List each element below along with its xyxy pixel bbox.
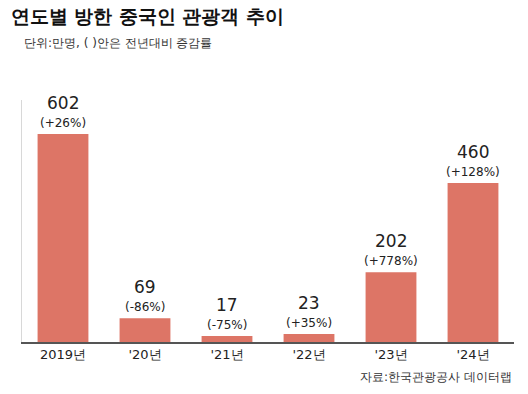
svg-text:'22년: '22년 [292,347,325,362]
svg-text:'21년: '21년 [210,347,243,362]
svg-text:(-86%): (-86%) [125,300,165,314]
svg-text:(+128%): (+128%) [446,165,500,179]
svg-text:2019년: 2019년 [40,347,86,362]
svg-text:602: 602 [47,93,79,113]
svg-text:460: 460 [457,142,489,162]
svg-text:(+778%): (+778%) [364,254,418,268]
svg-text:'20년: '20년 [128,347,161,362]
svg-text:202: 202 [375,231,407,251]
svg-text:'24년: '24년 [456,347,489,362]
svg-text:자료:한국관광공사 데이터랩: 자료:한국관광공사 데이터랩 [360,370,512,384]
svg-text:'23년: '23년 [374,347,407,362]
svg-text:(-75%): (-75%) [207,318,247,332]
svg-text:23: 23 [298,293,320,313]
svg-text:69: 69 [134,277,156,297]
svg-text:연도별 방한 중국인 관광객 추이: 연도별 방한 중국인 관광객 추이 [11,5,284,27]
svg-text:단위:만명, ( )안은 전년대비 증감률: 단위:만명, ( )안은 전년대비 증감률 [24,36,212,50]
svg-text:17: 17 [216,295,238,315]
svg-text:(+35%): (+35%) [286,316,332,330]
svg-text:(+26%): (+26%) [40,116,86,130]
